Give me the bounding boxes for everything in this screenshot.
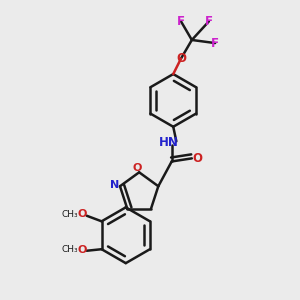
Text: O: O xyxy=(133,163,142,173)
Text: F: F xyxy=(211,37,219,50)
Text: O: O xyxy=(192,152,203,165)
Text: N: N xyxy=(110,180,119,190)
Text: CH₃: CH₃ xyxy=(61,245,78,254)
Text: CH₃: CH₃ xyxy=(61,210,78,219)
Text: F: F xyxy=(177,15,185,28)
Text: O: O xyxy=(78,209,87,220)
Text: HN: HN xyxy=(159,136,178,149)
Text: O: O xyxy=(78,244,87,254)
Text: F: F xyxy=(205,15,213,28)
Text: O: O xyxy=(176,52,186,65)
